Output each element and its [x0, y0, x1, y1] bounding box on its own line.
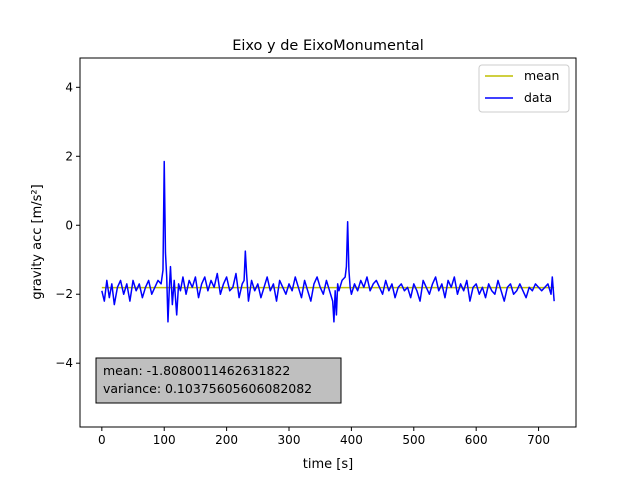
legend-data-label: data — [524, 90, 552, 105]
stats-annotation: mean: -1.8080011462631822 variance: 0.10… — [95, 357, 342, 404]
plot-frame — [79, 57, 577, 428]
y-axis: −4 −2 0 2 4 — [55, 80, 80, 370]
legend-mean-label: mean — [524, 68, 559, 83]
x-tick-label: 500 — [402, 433, 425, 447]
y-tick-label: 4 — [65, 80, 73, 94]
stats-mean: mean: -1.8080011462631822 — [103, 363, 290, 378]
stats-box — [95, 357, 342, 404]
chart-title: Eixo y de EixoMonumental — [232, 38, 424, 54]
x-tick-label: 400 — [340, 433, 363, 447]
x-tick-label: 200 — [215, 433, 238, 447]
y-tick-label: 0 — [65, 218, 73, 232]
data-layer — [101, 160, 555, 323]
y-tick-label: 2 — [65, 149, 73, 163]
legend: mean data — [478, 64, 570, 113]
series-data-line — [101, 160, 555, 323]
x-tick-label: 600 — [465, 433, 488, 447]
stats-variance: variance: 0.10375605606082082 — [103, 381, 312, 396]
y-tick-label: −2 — [55, 287, 73, 301]
x-tick-label: 0 — [98, 433, 106, 447]
x-axis: 0 100 200 300 400 500 600 700 — [98, 427, 550, 447]
y-tick-label: −4 — [55, 356, 73, 370]
y-axis-label: gravity acc [m/s²] — [30, 184, 45, 299]
x-tick-label: 700 — [527, 433, 550, 447]
x-axis-label: time [s] — [303, 457, 353, 472]
x-tick-label: 100 — [153, 433, 176, 447]
x-tick-label: 300 — [278, 433, 301, 447]
